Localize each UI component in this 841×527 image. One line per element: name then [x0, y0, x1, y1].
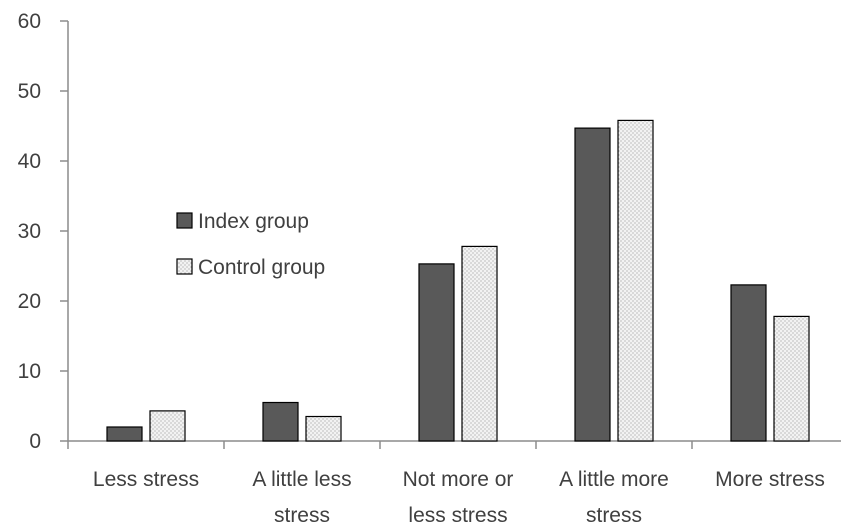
- x-tick-label-line: A little more: [559, 468, 669, 491]
- legend-swatch-index-group: [176, 212, 193, 229]
- x-tick-label: A little more stress: [559, 468, 669, 527]
- bar-control-group: [305, 415, 342, 442]
- bar-index-group: [106, 426, 143, 442]
- bar-index-group: [262, 401, 299, 442]
- y-tick-label: 0: [29, 430, 41, 453]
- x-tick-label: Not more or less stress: [403, 468, 514, 527]
- y-tick-label: 50: [18, 80, 41, 103]
- y-tick-label: 40: [18, 150, 41, 173]
- legend: Index group Control group: [176, 210, 325, 279]
- bars: [106, 119, 810, 442]
- y-tick-label: 30: [18, 220, 41, 243]
- y-axis: 0 10 20 30 40 50 60: [18, 10, 69, 453]
- x-tick-label-line: More stress: [715, 468, 825, 491]
- x-tick-label-line: Not more or: [403, 468, 514, 491]
- x-tick-label: More stress: [715, 468, 825, 491]
- y-tick-label: 10: [18, 360, 41, 383]
- x-axis: Less stress A little less stress Not more o…: [67, 440, 841, 527]
- x-tick-label: Less stress: [93, 468, 199, 491]
- bar-index-group: [730, 284, 767, 442]
- bar-index-group: [418, 263, 455, 442]
- x-tick-label-line: stress: [586, 504, 642, 527]
- bar-control-group: [461, 245, 498, 442]
- bar-control-group: [617, 119, 654, 442]
- x-tick-label: A little less stress: [252, 468, 351, 527]
- y-tick-label: 60: [18, 10, 41, 33]
- x-tick-label-line: A little less: [252, 468, 351, 491]
- legend-label: Index group: [198, 210, 309, 233]
- bar-control-group: [773, 315, 810, 442]
- legend-label: Control group: [198, 256, 325, 279]
- x-tick-label-line: Less stress: [93, 468, 199, 491]
- bar-control-group: [149, 410, 186, 442]
- y-tick-label: 20: [18, 290, 41, 313]
- x-tick-label-line: less stress: [408, 504, 507, 527]
- x-tick-label-line: stress: [274, 504, 330, 527]
- bar-index-group: [574, 127, 611, 442]
- legend-swatch-control-group: [176, 258, 193, 275]
